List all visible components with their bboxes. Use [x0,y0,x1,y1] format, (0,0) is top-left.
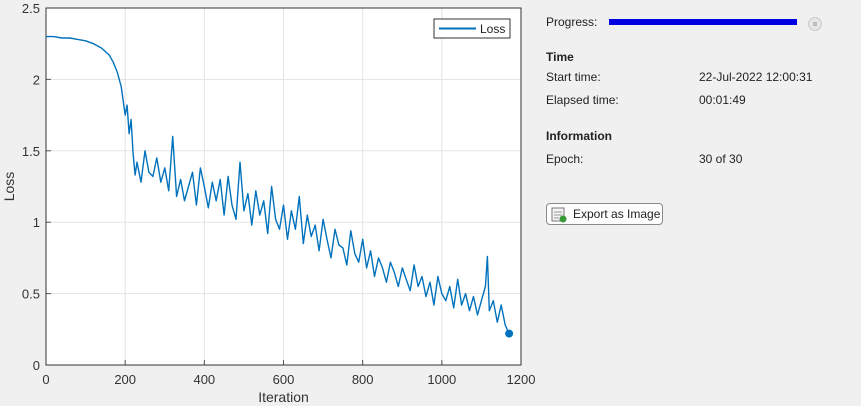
epoch-value: 30 of 30 [699,152,743,166]
x-tick-label: 800 [352,372,374,387]
legend-loss-label: Loss [480,22,505,36]
y-tick-label: 1.5 [22,144,40,159]
elapsed-time-value: 00:01:49 [699,93,746,107]
loss-chart: 0 200 400 600 800 1000 1200 0 0.5 1 1.5 2 2.5 Loss Ite… [1,1,536,405]
y-axis-label: Loss [1,172,17,202]
x-tick-label: 400 [193,372,215,387]
training-info-panel: Progress: Time Start time: 22-Jul-2022 1… [546,0,861,406]
training-plot: 0 200 400 600 800 1000 1200 0 0.5 1 1.5 2 2.5 Loss Ite… [1,1,536,405]
stop-training-button[interactable] [808,17,822,31]
stop-icon [813,22,817,26]
y-tick-label: 2.5 [22,1,40,16]
progress-label: Progress: [546,15,598,29]
y-tick-label: 1 [33,215,40,230]
progress-bar [609,19,797,25]
epoch-label: Epoch: [546,152,584,166]
export-image-icon [551,207,567,223]
information-section-title: Information [546,129,612,143]
y-tick-label: 0.5 [22,287,40,302]
final-loss-marker [505,329,514,338]
x-tick-label: 0 [42,372,49,387]
export-button-label: Export as Image [573,207,661,221]
x-tick-label: 200 [114,372,136,387]
x-axis-label: Iteration [258,389,309,405]
progress-bar-fill [609,19,797,25]
loss-series-line [46,35,510,334]
elapsed-time-label: Elapsed time: [546,93,619,107]
x-tick-label: 1000 [427,372,456,387]
y-tick-label: 0 [33,358,40,373]
start-time-value: 22-Jul-2022 12:00:31 [699,70,813,84]
x-tick-label: 1200 [507,372,536,387]
x-tick-label: 600 [273,372,295,387]
start-time-label: Start time: [546,70,601,84]
time-section-title: Time [546,50,574,64]
export-as-image-button[interactable]: Export as Image [546,203,663,225]
plot-border [45,7,522,366]
y-tick-label: 2 [33,72,40,87]
